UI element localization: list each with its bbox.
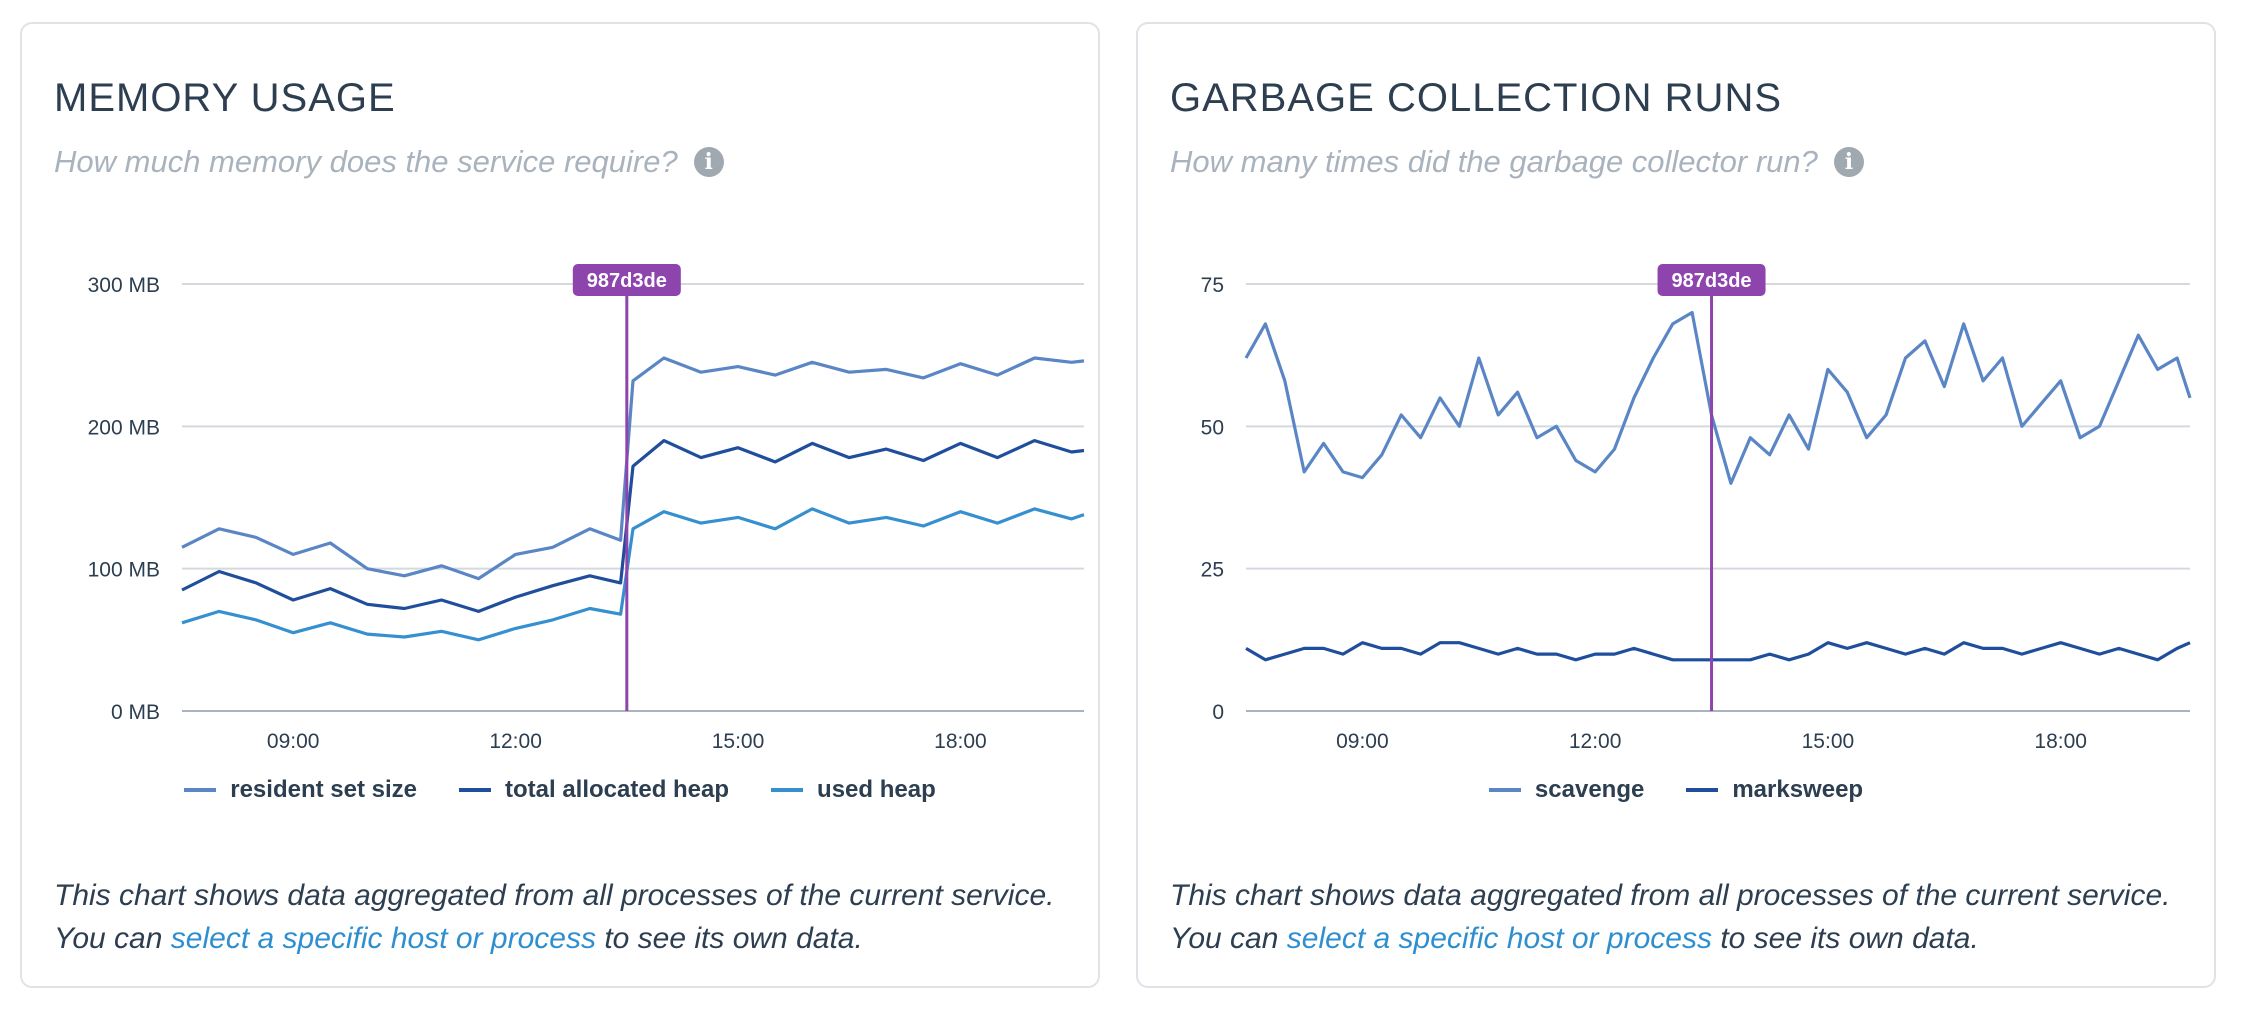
legend-label: used heap bbox=[817, 776, 936, 803]
panel-title: MEMORY USAGE bbox=[54, 76, 396, 120]
y-tick-label: 75 bbox=[1201, 274, 1224, 297]
series-line-total-allocated-heap bbox=[181, 439, 1085, 613]
note-prefix: You can bbox=[1170, 922, 1279, 955]
deployment-marker-label: 987d3de bbox=[1672, 270, 1752, 292]
x-tick-label: 09:00 bbox=[1336, 730, 1389, 753]
legend-item[interactable]: resident set size bbox=[184, 776, 417, 804]
deployment-marker-badge[interactable] bbox=[572, 264, 681, 296]
x-tick-label: 18:00 bbox=[934, 730, 987, 753]
note-line-1: This chart shows data aggregated from al… bbox=[54, 879, 1055, 912]
select-host-process-link[interactable]: select a specific host or process bbox=[170, 922, 596, 955]
legend-swatch bbox=[771, 788, 804, 792]
y-tick-label: 300 MB bbox=[88, 274, 160, 297]
y-tick-label: 0 MB bbox=[111, 701, 160, 724]
chart-legend: scavenge marksweep bbox=[1138, 776, 2214, 804]
legend-item[interactable]: total allocated heap bbox=[458, 776, 730, 804]
legend-label: resident set size bbox=[230, 776, 417, 803]
deployment-marker-badge[interactable] bbox=[1657, 264, 1766, 296]
x-tick-label: 15:00 bbox=[712, 730, 765, 753]
series-line-marksweep bbox=[1245, 641, 2191, 662]
legend-item[interactable]: scavenge bbox=[1488, 776, 1645, 804]
legend-label: scavenge bbox=[1534, 776, 1645, 803]
note-line-2: You can select a specific host or proces… bbox=[54, 917, 1084, 960]
garbage-collection-panel: GARBAGE COLLECTION RUNS How many times d… bbox=[1136, 22, 2216, 988]
legend-item[interactable]: marksweep bbox=[1686, 776, 1863, 804]
legend-swatch bbox=[1686, 788, 1719, 792]
note-prefix: You can bbox=[54, 922, 163, 955]
note-suffix: to see its own data. bbox=[1720, 922, 1979, 955]
select-host-process-link[interactable]: select a specific host or process bbox=[1286, 922, 1712, 955]
series-line-resident-set-size bbox=[181, 356, 1085, 581]
panel-subtitle: How many times did the garbage collector… bbox=[1170, 144, 1864, 180]
legend-label: marksweep bbox=[1732, 776, 1864, 803]
garbage-collection-chart: 0 25 50 75 09:00 12:00 15:00 18:00 987d3de bbox=[1201, 264, 2192, 753]
subtitle-text: How many times did the garbage collector… bbox=[1170, 144, 1818, 179]
legend-item[interactable]: used heap bbox=[771, 776, 936, 804]
panel-title: GARBAGE COLLECTION RUNS bbox=[1170, 76, 1783, 120]
x-tick-label: 18:00 bbox=[2034, 730, 2087, 753]
deployment-marker-label: 987d3de bbox=[587, 270, 667, 292]
y-tick-label: 50 bbox=[1201, 416, 1224, 439]
x-tick-label: 09:00 bbox=[267, 730, 320, 753]
y-tick-label: 100 MB bbox=[88, 559, 160, 582]
y-tick-label: 200 MB bbox=[88, 416, 160, 439]
x-tick-label: 12:00 bbox=[1569, 730, 1622, 753]
x-tick-label: 15:00 bbox=[1802, 730, 1855, 753]
y-tick-label: 0 bbox=[1212, 701, 1224, 724]
info-icon[interactable]: i bbox=[1833, 147, 1864, 177]
info-icon[interactable]: i bbox=[693, 147, 724, 177]
x-tick-label: 12:00 bbox=[489, 730, 542, 753]
memory-usage-panel: MEMORY USAGE How much memory does the se… bbox=[20, 22, 1100, 988]
legend-label: total allocated heap bbox=[504, 776, 730, 803]
note-suffix: to see its own data. bbox=[604, 922, 863, 955]
subtitle-text: How much memory does the service require… bbox=[54, 144, 678, 179]
note-line-2: You can select a specific host or proces… bbox=[1170, 917, 2200, 960]
legend-swatch bbox=[1488, 788, 1521, 792]
aggregation-note: This chart shows data aggregated from al… bbox=[1170, 874, 2200, 960]
memory-usage-chart: 0 MB 100 MB 200 MB 300 MB 09:00 12:00 15:00 18:… bbox=[88, 264, 1085, 753]
y-tick-label: 25 bbox=[1201, 559, 1224, 582]
legend-swatch bbox=[458, 788, 491, 792]
legend-swatch bbox=[184, 788, 217, 792]
series-line-scavenge bbox=[1244, 310, 2192, 485]
note-line-1: This chart shows data aggregated from al… bbox=[1170, 879, 2171, 912]
series-line-used-heap bbox=[181, 507, 1085, 642]
aggregation-note: This chart shows data aggregated from al… bbox=[54, 874, 1084, 960]
chart-legend: resident set size total allocated heap use… bbox=[22, 776, 1098, 804]
panel-subtitle: How much memory does the service require… bbox=[54, 144, 724, 180]
